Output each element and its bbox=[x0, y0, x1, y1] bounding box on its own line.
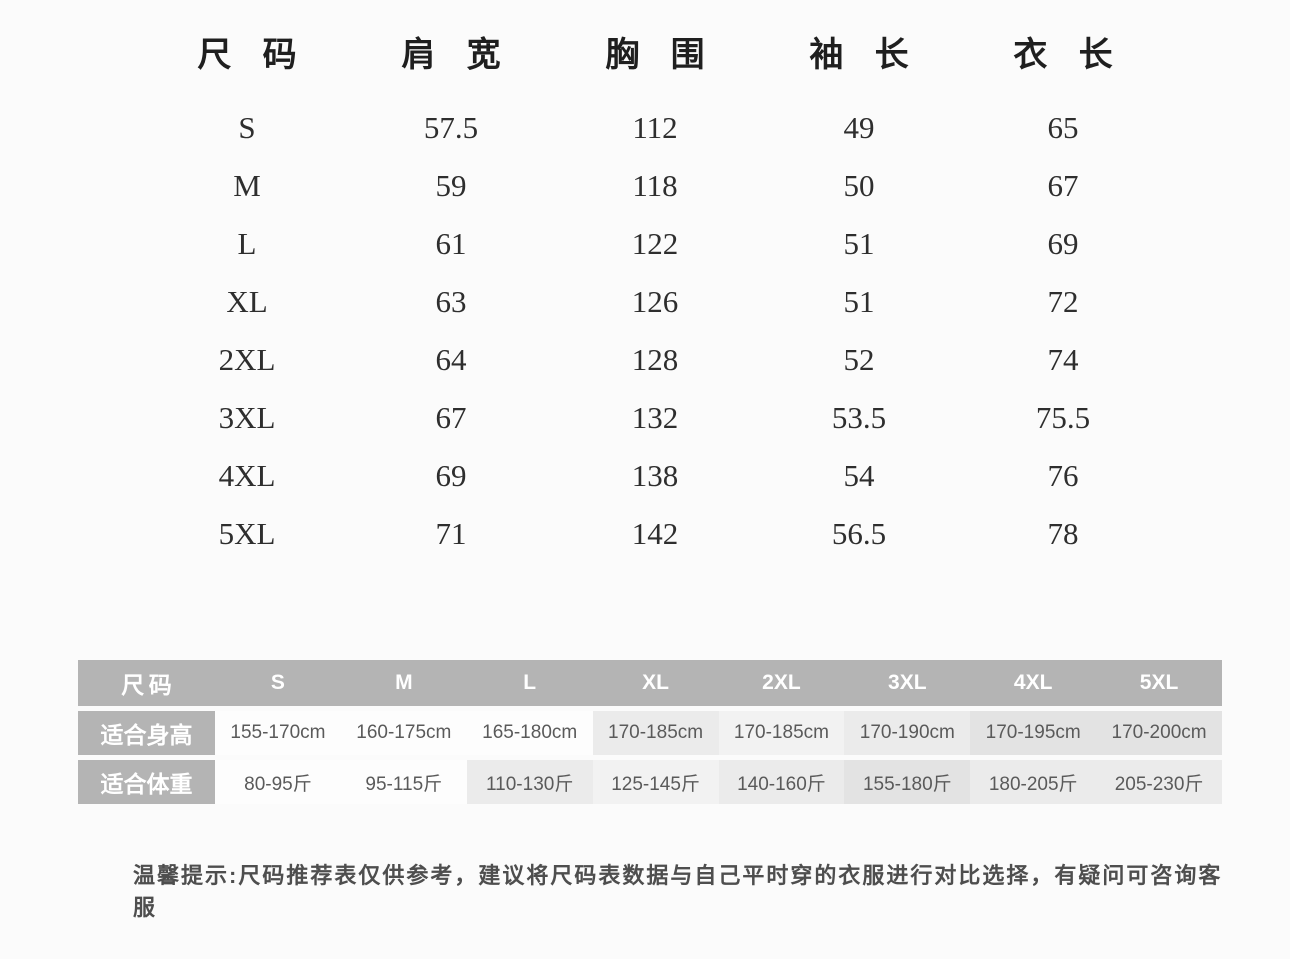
sleeve-value: 51 bbox=[843, 226, 875, 261]
sleeve-value: 53.5 bbox=[831, 400, 887, 435]
length-value: 78 bbox=[1047, 516, 1079, 551]
chest-value: 118 bbox=[632, 168, 678, 203]
size-value: S bbox=[238, 110, 256, 145]
chest-value: 128 bbox=[631, 342, 679, 377]
fit-height-row: 适合身高 155-170cm 160-175cm 165-180cm 170-1… bbox=[78, 711, 1222, 755]
header-sleeve-length: 袖 长 bbox=[809, 35, 920, 74]
table-row: 4XL 69 138 54 76 bbox=[145, 447, 1165, 505]
size-value: 3XL bbox=[218, 400, 276, 435]
sleeve-value: 49 bbox=[843, 110, 875, 145]
height-value: 170-190cm bbox=[844, 711, 971, 755]
length-value: 74 bbox=[1047, 342, 1079, 377]
chest-value: 132 bbox=[631, 400, 679, 435]
chest-value: 138 bbox=[631, 458, 679, 493]
weight-value: 205-230斤 bbox=[1096, 760, 1222, 804]
height-value: 170-200cm bbox=[1096, 711, 1222, 755]
shoulder-value: 64 bbox=[435, 342, 467, 377]
height-value: 170-195cm bbox=[970, 711, 1097, 755]
measurement-header-row: 尺 码 肩 宽 胸 围 袖 长 衣 长 bbox=[145, 26, 1165, 76]
header-size: 尺 码 bbox=[197, 35, 308, 74]
fit-header-m: M bbox=[340, 660, 467, 706]
chest-value: 122 bbox=[631, 226, 679, 261]
height-value: 170-185cm bbox=[718, 711, 845, 755]
header-shoulder-width: 肩 宽 bbox=[401, 35, 512, 74]
fit-header-row: 尺码 S M L XL 2XL 3XL 4XL 5XL bbox=[78, 660, 1222, 706]
table-row: L 61 122 51 69 bbox=[145, 215, 1165, 273]
size-value: XL bbox=[226, 284, 268, 319]
weight-value: 110-130斤 bbox=[466, 760, 593, 804]
shoulder-value: 57.5 bbox=[423, 110, 479, 145]
weight-value: 125-145斤 bbox=[592, 760, 719, 804]
table-row: 3XL 67 132 53.5 75.5 bbox=[145, 389, 1165, 447]
weight-value: 95-115斤 bbox=[340, 760, 467, 804]
sleeve-value: 50 bbox=[843, 168, 875, 203]
sleeve-value: 54 bbox=[843, 458, 875, 493]
reminder-note: 温馨提示:尺码推荐表仅供参考，建议将尺码表数据与自己平时穿的衣服进行对比选择，有… bbox=[133, 863, 1223, 920]
shoulder-value: 63 bbox=[435, 284, 467, 319]
height-value: 160-175cm bbox=[340, 711, 467, 755]
weight-value: 155-180斤 bbox=[844, 760, 971, 804]
table-row: 2XL 64 128 52 74 bbox=[145, 331, 1165, 389]
chest-value: 126 bbox=[631, 284, 679, 319]
weight-value: 80-95斤 bbox=[215, 760, 341, 804]
length-value: 65 bbox=[1047, 110, 1079, 145]
shoulder-value: 61 bbox=[435, 226, 467, 261]
fit-header-l: L bbox=[466, 660, 593, 706]
fit-header-xl: XL bbox=[592, 660, 719, 706]
header-garment-length: 衣 长 bbox=[1013, 35, 1124, 74]
shoulder-value: 67 bbox=[435, 400, 467, 435]
fit-header-2xl: 2XL bbox=[718, 660, 845, 706]
chest-value: 142 bbox=[631, 516, 679, 551]
fit-header-4xl: 4XL bbox=[970, 660, 1097, 706]
shoulder-value: 69 bbox=[435, 458, 467, 493]
size-value: 4XL bbox=[218, 458, 276, 493]
size-value: 2XL bbox=[218, 342, 276, 377]
fit-header-3xl: 3XL bbox=[844, 660, 971, 706]
table-row: M 59 118 50 67 bbox=[145, 157, 1165, 215]
fit-recommendation-table: 尺码 S M L XL 2XL 3XL 4XL 5XL 适合身高 155-170… bbox=[78, 660, 1222, 809]
fit-header-s: S bbox=[215, 660, 341, 706]
height-value: 155-170cm bbox=[215, 711, 341, 755]
sleeve-value: 51 bbox=[843, 284, 875, 319]
weight-value: 180-205斤 bbox=[970, 760, 1097, 804]
height-value: 165-180cm bbox=[466, 711, 593, 755]
table-row: 5XL 71 142 56.5 78 bbox=[145, 505, 1165, 563]
weight-row-label: 适合体重 bbox=[78, 760, 215, 804]
size-value: 5XL bbox=[218, 516, 276, 551]
height-row-label: 适合身高 bbox=[78, 711, 215, 755]
length-value: 69 bbox=[1047, 226, 1079, 261]
sleeve-value: 52 bbox=[843, 342, 875, 377]
length-value: 67 bbox=[1047, 168, 1079, 203]
shoulder-value: 59 bbox=[435, 168, 467, 203]
length-value: 75.5 bbox=[1035, 400, 1091, 435]
fit-weight-row: 适合体重 80-95斤 95-115斤 110-130斤 125-145斤 14… bbox=[78, 760, 1222, 804]
table-row: S 57.5 112 49 65 bbox=[145, 99, 1165, 157]
garment-measurement-table: 尺 码 肩 宽 胸 围 袖 长 衣 长 S 57.5 112 49 65 M 5… bbox=[145, 0, 1165, 563]
sleeve-value: 56.5 bbox=[831, 516, 887, 551]
fit-header-size: 尺码 bbox=[78, 660, 215, 706]
header-chest: 胸 围 bbox=[605, 35, 716, 74]
size-value: L bbox=[237, 226, 257, 261]
fit-header-5xl: 5XL bbox=[1096, 660, 1222, 706]
size-value: M bbox=[233, 168, 261, 203]
height-value: 170-185cm bbox=[592, 711, 719, 755]
table-row: XL 63 126 51 72 bbox=[145, 273, 1165, 331]
weight-value: 140-160斤 bbox=[718, 760, 845, 804]
chest-value: 112 bbox=[632, 110, 678, 145]
length-value: 76 bbox=[1047, 458, 1079, 493]
length-value: 72 bbox=[1047, 284, 1079, 319]
shoulder-value: 71 bbox=[435, 516, 467, 551]
